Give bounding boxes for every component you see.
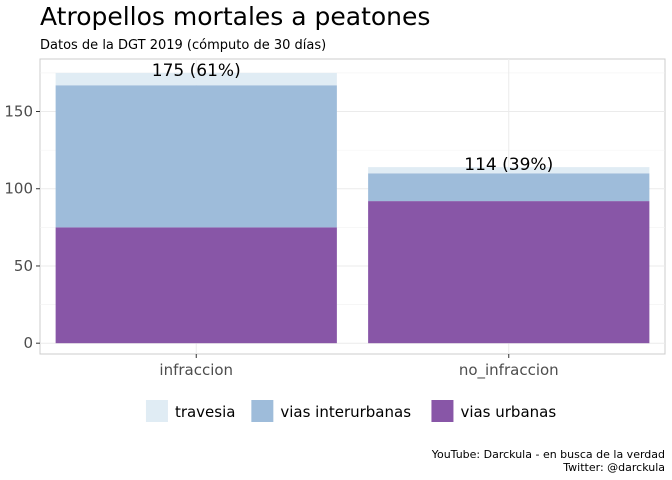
bar-segment: [55, 85, 337, 228]
legend-swatch: [145, 400, 168, 422]
chart-title: Atropellos mortales a peatones: [40, 2, 430, 31]
legend-label: vias urbanas: [460, 403, 556, 421]
y-axis: 0 50 100 150: [4, 103, 40, 352]
plot-panel: 175 (61%) 114 (39%): [39, 58, 666, 355]
x-tick-label: no_infraccion: [459, 361, 559, 380]
y-tick-label: 50: [14, 257, 33, 275]
caption-line-1: YouTube: Darckula - en busca de la verda…: [431, 448, 665, 461]
y-tick-label: 0: [23, 334, 33, 352]
legend-swatch: [251, 400, 274, 422]
y-tick-label: 100: [4, 180, 33, 198]
legend-label: travesia: [175, 403, 236, 421]
legend-swatch: [431, 400, 454, 422]
chart-subtitle: Datos de la DGT 2019 (cómputo de 30 días…: [40, 38, 326, 53]
bar-segment: [55, 227, 337, 344]
bar-segment: [368, 167, 650, 174]
y-tick-label: 150: [4, 103, 33, 121]
caption-line-2: Twitter: @darckula: [562, 461, 665, 474]
x-axis: infraccion no_infraccion: [159, 354, 559, 380]
legend-label: vias interurbanas: [280, 403, 411, 421]
bar-labels: 175 (61%) 114 (39%): [152, 61, 553, 175]
x-tick-label: infraccion: [159, 361, 233, 379]
legend: travesia vias interurbanas vias urbanas: [145, 400, 556, 422]
bar-segment: [368, 173, 650, 202]
bar-segment: [55, 72, 337, 86]
bar-segment: [368, 201, 650, 344]
bars: [55, 72, 650, 344]
bar-value-label: 175 (61%): [152, 61, 241, 81]
bar-value-label: 114 (39%): [464, 155, 553, 175]
